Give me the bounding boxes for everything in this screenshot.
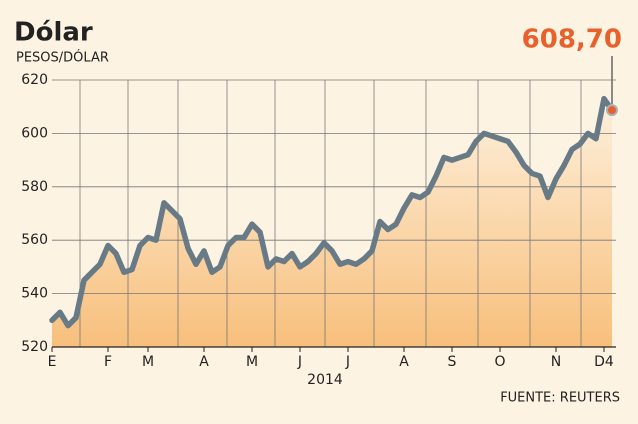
y-tick-label: 540 bbox=[21, 286, 48, 302]
chart-title: Dólar bbox=[14, 18, 93, 48]
x-tick-label: M bbox=[246, 354, 258, 370]
y-tick-label: 600 bbox=[21, 125, 48, 141]
x-tick-label: O bbox=[494, 354, 505, 370]
x-tick-label: M bbox=[142, 354, 154, 370]
line bbox=[49, 95, 615, 329]
x-tick-label: S bbox=[448, 354, 457, 370]
area bbox=[52, 98, 612, 347]
annotation: 608,70 bbox=[522, 25, 622, 55]
subtitle: PESOS/DÓLAR bbox=[16, 50, 109, 66]
x-tick-label: A bbox=[199, 354, 209, 370]
y-tick-label: 620 bbox=[21, 72, 48, 88]
y-tick-label: 580 bbox=[21, 179, 48, 195]
x-tick-label: N bbox=[551, 354, 561, 370]
x-tick-label: A bbox=[399, 354, 409, 370]
y-tick-label: 560 bbox=[21, 232, 48, 248]
x-tick-label: J bbox=[345, 354, 350, 370]
x-tick-label: F bbox=[104, 354, 112, 370]
source: FUENTE: REUTERS bbox=[500, 391, 620, 406]
x-tick-label: J bbox=[297, 354, 302, 370]
last-point bbox=[606, 104, 618, 117]
x-axis-label: 2014 bbox=[307, 372, 343, 388]
y-tick-label: 520 bbox=[21, 339, 48, 355]
x-tick-label: D4 bbox=[594, 354, 614, 370]
x-tick-label: E bbox=[48, 354, 57, 370]
